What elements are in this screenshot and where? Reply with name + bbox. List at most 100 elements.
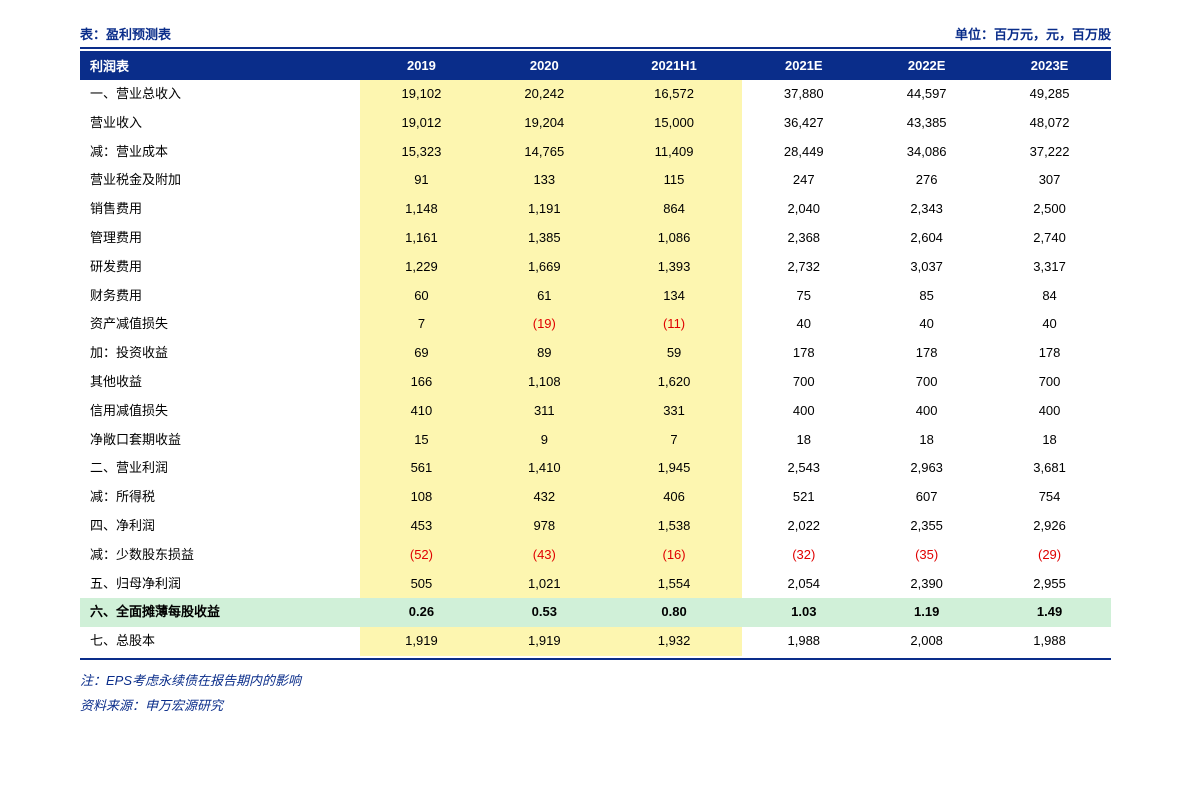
cell-value: 49,285 xyxy=(988,80,1111,109)
table-row: 四、净利润4539781,5382,0222,3552,926 xyxy=(80,512,1111,541)
row-label: 减：营业成本 xyxy=(80,138,360,167)
cell-value: 400 xyxy=(988,397,1111,426)
cell-value: 134 xyxy=(606,282,743,311)
profit-forecast-table: 利润表 2019 2020 2021H1 2021E 2022E 2023E 一… xyxy=(80,51,1111,656)
table-row: 营业税金及附加91133115247276307 xyxy=(80,166,1111,195)
table-title: 表：盈利预测表 xyxy=(80,24,171,43)
cell-value: 432 xyxy=(483,483,606,512)
cell-value: 311 xyxy=(483,397,606,426)
cell-value: 60 xyxy=(360,282,483,311)
col-header: 2019 xyxy=(360,51,483,80)
row-label: 五、归母净利润 xyxy=(80,570,360,599)
row-label: 一、营业总收入 xyxy=(80,80,360,109)
table-row: 减：少数股东损益(52)(43)(16)(32)(35)(29) xyxy=(80,541,1111,570)
col-header: 2022E xyxy=(865,51,988,80)
cell-value: 18 xyxy=(865,426,988,455)
cell-value: 1,393 xyxy=(606,253,743,282)
cell-value: 59 xyxy=(606,339,743,368)
row-label: 其他收益 xyxy=(80,368,360,397)
cell-value: 3,317 xyxy=(988,253,1111,282)
table-row: 七、总股本1,9191,9191,9321,9882,0081,988 xyxy=(80,627,1111,656)
row-label: 资产减值损失 xyxy=(80,310,360,339)
cell-value: 48,072 xyxy=(988,109,1111,138)
cell-value: 2,343 xyxy=(865,195,988,224)
cell-value: 0.80 xyxy=(606,598,743,627)
cell-value: 178 xyxy=(988,339,1111,368)
cell-value: 7 xyxy=(606,426,743,455)
cell-value: (16) xyxy=(606,541,743,570)
row-label: 营业收入 xyxy=(80,109,360,138)
cell-value: 0.53 xyxy=(483,598,606,627)
table-row: 信用减值损失410311331400400400 xyxy=(80,397,1111,426)
footnote: 注：EPS考虑永续债在报告期内的影响 xyxy=(80,670,1111,689)
cell-value: 91 xyxy=(360,166,483,195)
row-label: 减：所得税 xyxy=(80,483,360,512)
row-label: 净敞口套期收益 xyxy=(80,426,360,455)
cell-value: 1.19 xyxy=(865,598,988,627)
cell-value: 28,449 xyxy=(742,138,865,167)
cell-value: 2,008 xyxy=(865,627,988,656)
cell-value: 1.49 xyxy=(988,598,1111,627)
cell-value: (11) xyxy=(606,310,743,339)
cell-value: 20,242 xyxy=(483,80,606,109)
table-row: 二、营业利润5611,4101,9452,5432,9633,681 xyxy=(80,454,1111,483)
row-label: 销售费用 xyxy=(80,195,360,224)
col-header: 2023E xyxy=(988,51,1111,80)
cell-value: 69 xyxy=(360,339,483,368)
cell-value: 1,620 xyxy=(606,368,743,397)
data-source: 资料来源：申万宏源研究 xyxy=(80,695,1111,714)
table-row: 资产减值损失7(19)(11)404040 xyxy=(80,310,1111,339)
cell-value: (32) xyxy=(742,541,865,570)
cell-value: 1,932 xyxy=(606,627,743,656)
cell-value: 3,681 xyxy=(988,454,1111,483)
row-label: 加：投资收益 xyxy=(80,339,360,368)
cell-value: (35) xyxy=(865,541,988,570)
cell-value: 2,963 xyxy=(865,454,988,483)
cell-value: 1.03 xyxy=(742,598,865,627)
row-label: 二、营业利润 xyxy=(80,454,360,483)
table-unit: 单位：百万元，元，百万股 xyxy=(955,24,1111,43)
row-label: 营业税金及附加 xyxy=(80,166,360,195)
table-row: 减：所得税108432406521607754 xyxy=(80,483,1111,512)
col-header: 2021H1 xyxy=(606,51,743,80)
row-label: 信用减值损失 xyxy=(80,397,360,426)
table-header: 表：盈利预测表 单位：百万元，元，百万股 xyxy=(80,20,1111,49)
cell-value: 1,945 xyxy=(606,454,743,483)
cell-value: 2,368 xyxy=(742,224,865,253)
cell-value: 43,385 xyxy=(865,109,988,138)
bottom-border xyxy=(80,658,1111,660)
cell-value: 44,597 xyxy=(865,80,988,109)
cell-value: 1,554 xyxy=(606,570,743,599)
cell-value: 1,669 xyxy=(483,253,606,282)
cell-value: 400 xyxy=(742,397,865,426)
table-row: 一、营业总收入19,10220,24216,57237,88044,59749,… xyxy=(80,80,1111,109)
row-label: 研发费用 xyxy=(80,253,360,282)
cell-value: 307 xyxy=(988,166,1111,195)
cell-value: 331 xyxy=(606,397,743,426)
cell-value: 19,102 xyxy=(360,80,483,109)
cell-value: 19,204 xyxy=(483,109,606,138)
row-label: 六、全面摊薄每股收益 xyxy=(80,598,360,627)
cell-value: 75 xyxy=(742,282,865,311)
cell-value: 84 xyxy=(988,282,1111,311)
cell-value: 14,765 xyxy=(483,138,606,167)
cell-value: 2,390 xyxy=(865,570,988,599)
cell-value: 2,040 xyxy=(742,195,865,224)
cell-value: 2,732 xyxy=(742,253,865,282)
cell-value: 453 xyxy=(360,512,483,541)
row-label: 减：少数股东损益 xyxy=(80,541,360,570)
col-header: 利润表 xyxy=(80,51,360,80)
table-row: 六、全面摊薄每股收益0.260.530.801.031.191.49 xyxy=(80,598,1111,627)
cell-value: 2,604 xyxy=(865,224,988,253)
table-header-row: 利润表 2019 2020 2021H1 2021E 2022E 2023E xyxy=(80,51,1111,80)
cell-value: 2,926 xyxy=(988,512,1111,541)
row-label: 财务费用 xyxy=(80,282,360,311)
cell-value: 7 xyxy=(360,310,483,339)
cell-value: 1,988 xyxy=(742,627,865,656)
cell-value: 2,500 xyxy=(988,195,1111,224)
col-header: 2021E xyxy=(742,51,865,80)
cell-value: 15,000 xyxy=(606,109,743,138)
cell-value: 40 xyxy=(865,310,988,339)
table-row: 营业收入19,01219,20415,00036,42743,38548,072 xyxy=(80,109,1111,138)
cell-value: 40 xyxy=(742,310,865,339)
